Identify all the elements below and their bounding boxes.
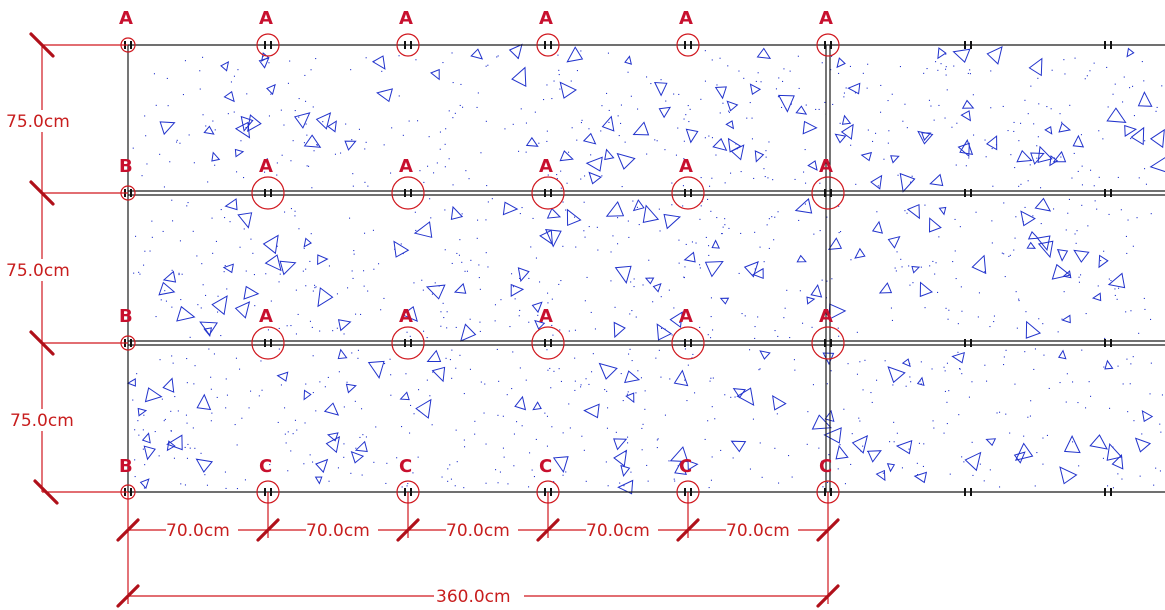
rebar-mark [544, 41, 552, 49]
rebar-mark [264, 189, 272, 197]
node-circle [391, 326, 425, 360]
rebar-mark [824, 488, 832, 496]
horizontal-dim-2: 70.0cm [306, 521, 370, 541]
horizontal-dim-4: 70.0cm [586, 521, 650, 541]
node-circle [391, 176, 425, 210]
label-r2-c6: A [819, 156, 833, 177]
label-r4-c3: C [399, 456, 412, 477]
rebar-mark [824, 41, 832, 49]
rebar-mark [684, 339, 692, 347]
tick-h-1 [116, 518, 140, 542]
label-r2-c5: A [679, 156, 693, 177]
rebar-mark [404, 339, 412, 347]
label-r4-c1: B [119, 456, 133, 477]
node-circle [671, 176, 705, 210]
tick-v-2 [29, 180, 55, 206]
beam-grid [127, 44, 1165, 493]
rebar-mark [684, 41, 692, 49]
rebar-mark [544, 339, 552, 347]
rebar-mark [964, 189, 972, 197]
rebar-mark [404, 41, 412, 49]
node-circle [531, 176, 565, 210]
node-circle [396, 33, 420, 57]
total-dim: 360.0cm [436, 587, 511, 607]
label-r2-c2: A [259, 156, 273, 177]
label-r3-c2: A [259, 306, 273, 327]
node-circle [811, 176, 845, 210]
node-circle [811, 326, 845, 360]
label-r4-c2: C [259, 456, 272, 477]
rebar-mark [404, 488, 412, 496]
tick-v-3 [29, 330, 55, 356]
label-r2-c1: B [119, 156, 133, 177]
node-labels: A A A A A A B A A A A A B A A A A A B C … [119, 8, 833, 477]
node-circle [671, 326, 705, 360]
dimension-lines [41, 44, 829, 604]
label-r4-c5: C [679, 456, 692, 477]
label-r1-c6: A [819, 8, 833, 29]
node-circle [531, 326, 565, 360]
rebar-mark [824, 339, 832, 347]
horizontal-dim-3: 70.0cm [446, 521, 510, 541]
rebar-mark [684, 189, 692, 197]
tick-total-right [816, 584, 840, 608]
node-circle [816, 33, 840, 57]
node-circle [256, 33, 280, 57]
rebar-mark [824, 189, 832, 197]
label-r2-c3: A [399, 156, 413, 177]
node-circle [536, 33, 560, 57]
rebar-mark [1104, 41, 1112, 49]
vertical-dim-1: 75.0cm [6, 112, 70, 132]
vertical-dim-2: 75.0cm [6, 261, 70, 281]
rebar-mark [544, 488, 552, 496]
label-r1-c4: A [539, 8, 553, 29]
rebar-mark [1104, 488, 1112, 496]
rebar-mark [544, 189, 552, 197]
rebar-mark [264, 41, 272, 49]
tick-h-5 [676, 518, 700, 542]
tick-v-1 [29, 32, 55, 58]
tick-h-6 [816, 518, 840, 542]
tick-total-left [116, 584, 140, 608]
horizontal-dim-1: 70.0cm [166, 521, 230, 541]
rebar-mark [404, 189, 412, 197]
vertical-dim-3: 75.0cm [10, 411, 74, 431]
label-r4-c4: C [539, 456, 552, 477]
rebar-mark [964, 339, 972, 347]
label-r3-c1: B [119, 306, 133, 327]
horizontal-dim-texts: 70.0cm 70.0cm 70.0cm 70.0cm 70.0cm 360.0… [166, 520, 798, 607]
rebar-mark [964, 41, 972, 49]
concrete-hatch-pattern [126, 43, 1165, 495]
node-circle [251, 176, 285, 210]
node-circle [251, 326, 285, 360]
label-r2-c4: A [539, 156, 553, 177]
label-r1-c1: A [119, 8, 133, 29]
label-r3-c3: A [399, 306, 413, 327]
rebar-mark [1104, 339, 1112, 347]
label-r4-c6: C [819, 456, 832, 477]
label-r3-c5: A [679, 306, 693, 327]
label-r1-c2: A [259, 8, 273, 29]
vertical-dim-texts: 75.0cm 75.0cm 75.0cm [6, 110, 82, 431]
rebar-mark [264, 339, 272, 347]
rebar-mark [264, 488, 272, 496]
tick-v-4 [33, 479, 59, 505]
tick-h-4 [536, 518, 560, 542]
horizontal-dim-5: 70.0cm [726, 521, 790, 541]
node-circle [676, 33, 700, 57]
rebar-mark [1104, 189, 1112, 197]
label-r3-c4: A [539, 306, 553, 327]
tick-h-3 [396, 518, 420, 542]
dimension-ticks [29, 32, 840, 608]
label-r1-c5: A [679, 8, 693, 29]
rebar-mark [964, 488, 972, 496]
tick-h-2 [256, 518, 280, 542]
label-r1-c3: A [399, 8, 413, 29]
label-r3-c6: A [819, 306, 833, 327]
rebar-mark [684, 488, 692, 496]
